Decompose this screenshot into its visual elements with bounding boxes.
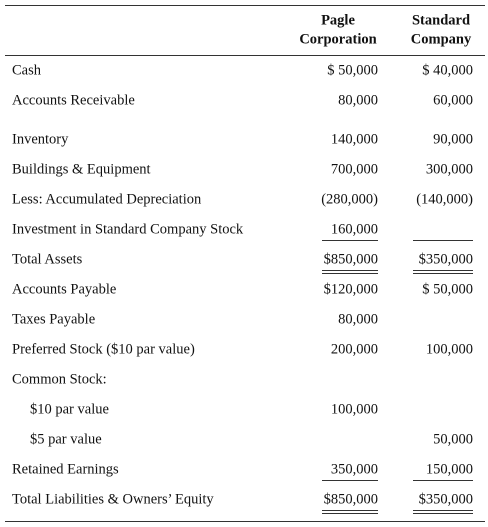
row-label: $5 par value — [30, 431, 102, 447]
cell-value: 200,000 — [331, 341, 378, 357]
cell-value: 350,000 — [331, 461, 378, 477]
row-label: Less: Accumulated Depreciation — [12, 191, 202, 207]
cell-value: 300,000 — [426, 161, 473, 177]
cell-value: $ 40,000 — [422, 62, 473, 78]
cell-value: 80,000 — [338, 311, 378, 327]
cell-value: 60,000 — [433, 92, 473, 108]
row-label: Common Stock: — [12, 371, 107, 387]
cell-value: 150,000 — [426, 461, 473, 477]
row-label: Accounts Payable — [12, 281, 116, 297]
cell-value: (280,000) — [321, 191, 378, 207]
cell-value: 140,000 — [331, 131, 378, 147]
row-label: $10 par value — [30, 401, 109, 417]
row-label: Total Liabilities & Owners’ Equity — [12, 491, 214, 507]
cell-value: 80,000 — [338, 92, 378, 108]
cell-value: $ 50,000 — [422, 281, 473, 297]
row-label: Total Assets — [12, 251, 83, 267]
row-label: Inventory — [12, 131, 69, 147]
row-label: Retained Earnings — [12, 461, 119, 477]
column-header: Corporation — [299, 31, 376, 47]
cell-value: 90,000 — [433, 131, 473, 147]
column-header: Pagle — [321, 12, 355, 28]
row-label: Accounts Receivable — [12, 92, 135, 108]
column-header: Company — [411, 31, 472, 47]
row-label: Taxes Payable — [12, 311, 95, 327]
row-label: Buildings & Equipment — [12, 161, 151, 177]
cell-value: $120,000 — [324, 281, 378, 297]
cell-value: 100,000 — [426, 341, 473, 357]
cell-value: (140,000) — [416, 191, 473, 207]
cell-value: $350,000 — [419, 491, 473, 507]
row-label: Cash — [12, 62, 42, 78]
cell-value: $350,000 — [419, 251, 473, 267]
cell-value: 50,000 — [433, 431, 473, 447]
cell-value: 160,000 — [331, 221, 378, 237]
row-label: Investment in Standard Company Stock — [12, 221, 244, 237]
cell-value: $850,000 — [324, 491, 378, 507]
cell-value: $850,000 — [324, 251, 378, 267]
cell-value: 700,000 — [331, 161, 378, 177]
cell-value: 100,000 — [331, 401, 378, 417]
column-header: Standard — [412, 12, 470, 28]
row-label: Preferred Stock ($10 par value) — [12, 341, 195, 357]
cell-value: $ 50,000 — [327, 62, 378, 78]
